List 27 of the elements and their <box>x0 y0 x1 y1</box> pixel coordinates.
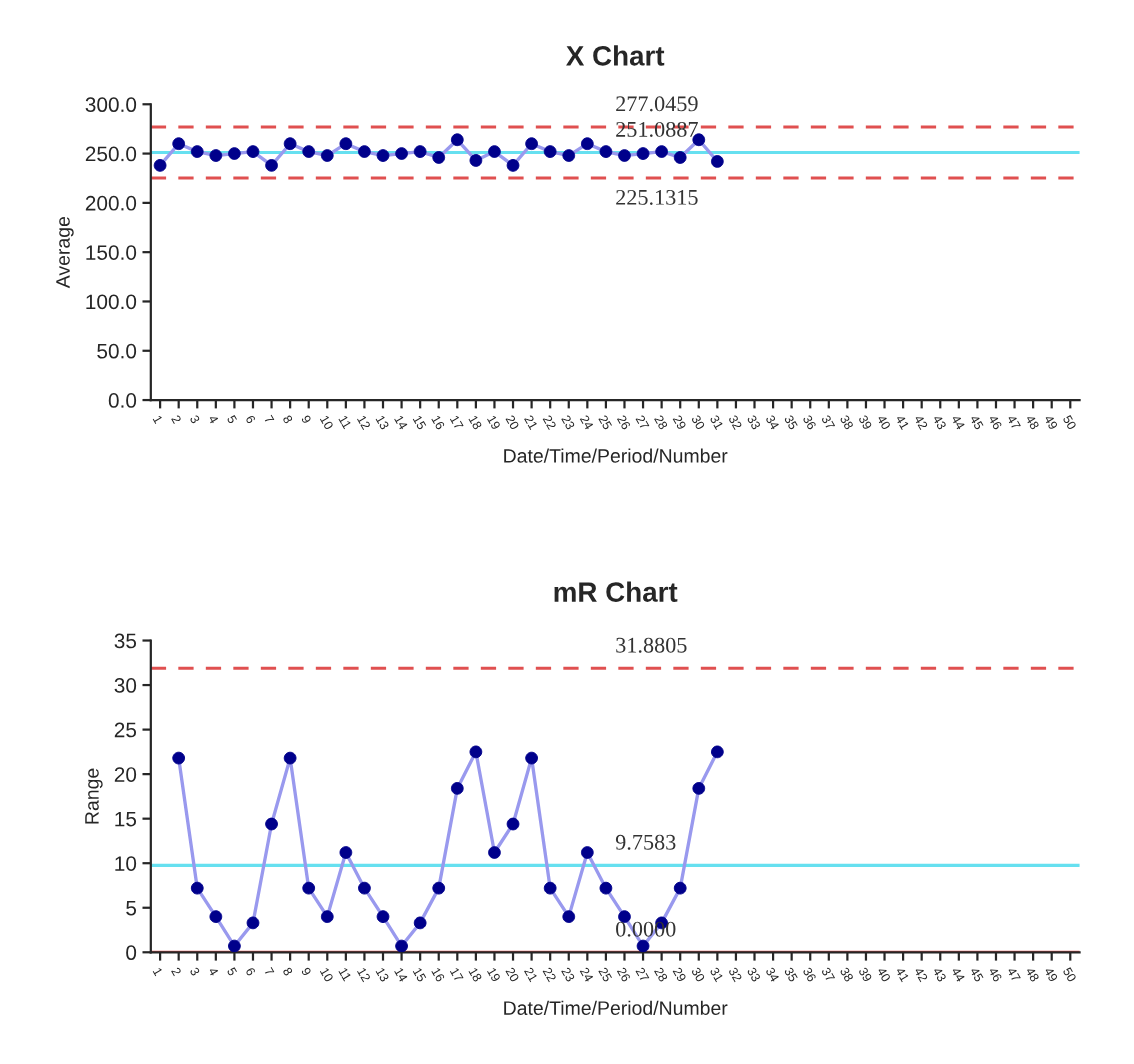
y-tick-label: 10 <box>115 856 137 871</box>
y-tick-label: 15 <box>115 811 137 827</box>
ref-line-label: 9.7583 <box>615 834 676 850</box>
y-tick-label: 200.0 <box>85 195 137 211</box>
x-axis-title: Date/Time/Period/Number <box>504 1000 728 1015</box>
y-tick-label: 0.0 <box>108 393 137 408</box>
y-tick-label: 150.0 <box>86 245 137 260</box>
ref-line-label: 251.0887 <box>616 121 698 137</box>
y-tick-label: 300.0 <box>85 97 137 113</box>
ref-line-label: 31.8805 <box>616 637 687 653</box>
y-tick-label: 25 <box>114 722 137 738</box>
ref-line-label: 277.0459 <box>616 96 698 112</box>
y-tick-label: 30 <box>114 678 137 693</box>
y-tick-label: 5 <box>126 900 137 916</box>
chart-title: X Chart <box>566 45 665 66</box>
y-tick-label: 0 <box>126 945 137 961</box>
chart-title: mR Chart <box>554 581 678 602</box>
ref-line-label: 225.1315 <box>616 189 698 205</box>
ref-line-label: 0.0000 <box>616 921 676 937</box>
y-tick-label: 250.0 <box>85 146 137 162</box>
y-tick-label: 50.0 <box>97 343 137 359</box>
y-tick-label: 35 <box>114 633 137 649</box>
y-tick-label: 20 <box>114 767 137 782</box>
y-axis-title: Range <box>85 768 103 824</box>
x-axis-title: Date/Time/Period/Number <box>504 448 728 463</box>
y-axis-title: Average <box>56 216 74 289</box>
y-tick-label: 100.0 <box>86 294 137 310</box>
